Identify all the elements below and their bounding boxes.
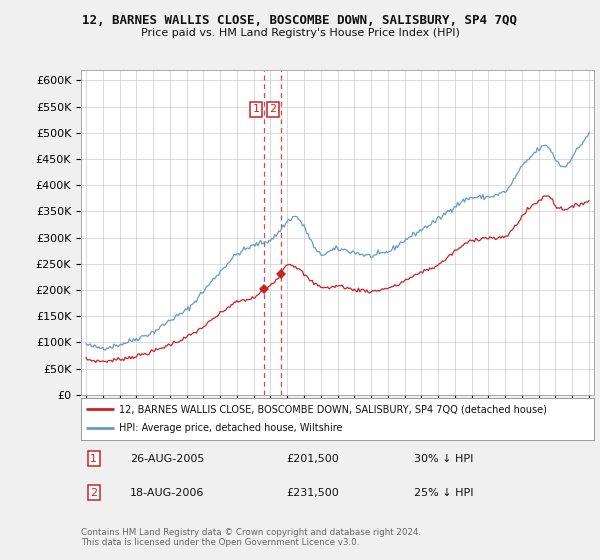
Text: 1: 1 [253, 104, 260, 114]
Text: HPI: Average price, detached house, Wiltshire: HPI: Average price, detached house, Wilt… [119, 423, 343, 433]
Text: 26-AUG-2005: 26-AUG-2005 [130, 454, 204, 464]
Text: 1: 1 [91, 454, 97, 464]
Text: 25% ↓ HPI: 25% ↓ HPI [415, 488, 474, 498]
Text: Contains HM Land Registry data © Crown copyright and database right 2024.
This d: Contains HM Land Registry data © Crown c… [81, 528, 421, 547]
Text: 12, BARNES WALLIS CLOSE, BOSCOMBE DOWN, SALISBURY, SP4 7QQ (detached house): 12, BARNES WALLIS CLOSE, BOSCOMBE DOWN, … [119, 404, 547, 414]
Text: 30% ↓ HPI: 30% ↓ HPI [415, 454, 474, 464]
Text: £231,500: £231,500 [286, 488, 339, 498]
Text: 18-AUG-2006: 18-AUG-2006 [130, 488, 204, 498]
Text: Price paid vs. HM Land Registry's House Price Index (HPI): Price paid vs. HM Land Registry's House … [140, 28, 460, 38]
Text: 12, BARNES WALLIS CLOSE, BOSCOMBE DOWN, SALISBURY, SP4 7QQ: 12, BARNES WALLIS CLOSE, BOSCOMBE DOWN, … [83, 14, 517, 27]
Text: 2: 2 [90, 488, 97, 498]
Text: £201,500: £201,500 [286, 454, 339, 464]
Text: 2: 2 [269, 104, 277, 114]
